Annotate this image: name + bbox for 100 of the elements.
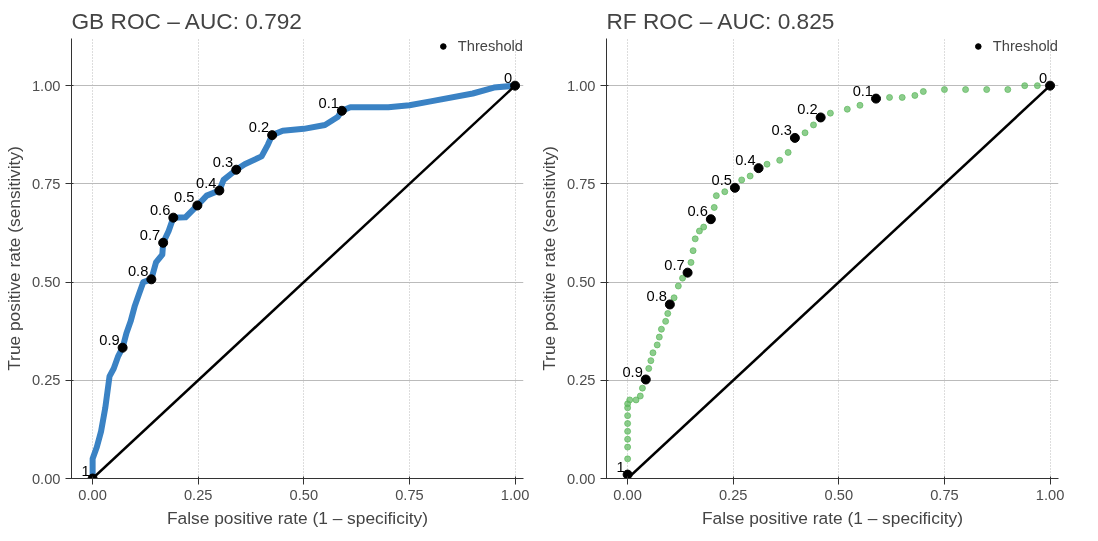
y-tick-label: 0.75 xyxy=(566,175,596,192)
point xyxy=(674,282,682,290)
point xyxy=(738,176,746,184)
x-tick-label: 0.25 xyxy=(718,486,748,503)
point xyxy=(662,317,670,325)
point xyxy=(158,237,169,248)
point xyxy=(510,80,521,91)
point xyxy=(214,185,225,196)
y-tick-label: 0.00 xyxy=(566,470,596,487)
point xyxy=(649,349,657,357)
point xyxy=(691,235,699,243)
x-tick-label: 0.75 xyxy=(395,486,424,503)
point xyxy=(657,325,665,333)
annotation: 0 xyxy=(1038,69,1048,86)
legend-label: Threshold xyxy=(457,38,523,54)
y-axis-title: True positive rate (sensitivity) xyxy=(3,146,24,371)
point xyxy=(687,258,695,266)
point xyxy=(809,121,817,129)
point xyxy=(911,91,919,99)
annotation: 0.5 xyxy=(174,189,195,206)
point xyxy=(645,365,653,372)
point xyxy=(815,112,826,123)
point xyxy=(826,109,834,117)
annotation: 0.8 xyxy=(127,263,149,280)
y-tick-label: 1.00 xyxy=(566,77,596,94)
point xyxy=(192,200,203,211)
point xyxy=(647,357,655,365)
point xyxy=(664,310,672,317)
point xyxy=(871,93,882,104)
point xyxy=(886,93,894,101)
y-tick-label: 0.50 xyxy=(566,274,596,291)
annotation: 0.5 xyxy=(711,171,732,188)
point xyxy=(626,396,634,404)
annotation: 0.1 xyxy=(318,94,339,111)
x-tick-label: 0.50 xyxy=(289,486,319,503)
annotation: 0.7 xyxy=(664,256,685,273)
point xyxy=(117,342,128,353)
annotation: 0.6 xyxy=(687,203,708,220)
point xyxy=(622,469,633,479)
point xyxy=(664,299,675,310)
annotation: 0.9 xyxy=(99,331,120,348)
point xyxy=(267,130,278,141)
point xyxy=(763,160,771,168)
annotation: 0.1 xyxy=(852,82,874,99)
annotation: 0.9 xyxy=(622,363,643,380)
point xyxy=(168,212,179,223)
point xyxy=(624,420,632,427)
point xyxy=(710,203,718,211)
point xyxy=(1021,82,1029,90)
point xyxy=(856,101,864,109)
point xyxy=(940,86,948,94)
point xyxy=(689,247,697,255)
point xyxy=(962,86,970,94)
chart-title: GB ROC – AUC: 0.792 xyxy=(71,7,302,34)
annotation: 0.4 xyxy=(735,152,756,169)
annotation: 0.3 xyxy=(212,153,234,170)
point xyxy=(632,396,640,404)
annotation: 1 xyxy=(616,458,625,475)
point xyxy=(983,86,991,94)
x-axis-title: False positive rate (1 – specificity) xyxy=(167,507,428,528)
point xyxy=(624,427,632,435)
point xyxy=(655,333,663,341)
y-axis-title: True positive rate (sensitivity) xyxy=(538,146,559,371)
point xyxy=(700,223,708,231)
point xyxy=(679,274,687,282)
annotation: 0 xyxy=(503,69,513,86)
x-tick-label: 0.50 xyxy=(824,486,854,503)
annotation: 0.2 xyxy=(797,101,818,118)
y-tick-label: 0.75 xyxy=(31,175,61,192)
point xyxy=(653,341,661,349)
point xyxy=(146,274,157,285)
annotation: 0.7 xyxy=(139,226,161,243)
x-tick-label: 0.00 xyxy=(613,486,642,503)
y-tick-label: 0.25 xyxy=(31,372,61,389)
chart-title: RF ROC – AUC: 0.825 xyxy=(606,7,835,34)
point xyxy=(746,172,754,180)
point xyxy=(1045,80,1056,91)
x-tick-label: 0.75 xyxy=(930,486,959,503)
point xyxy=(624,443,632,451)
point xyxy=(624,412,632,420)
point xyxy=(801,129,809,137)
point xyxy=(898,93,906,101)
x-axis-title: False positive rate (1 – specificity) xyxy=(702,507,963,528)
y-tick-label: 0.25 xyxy=(566,372,596,389)
point xyxy=(682,267,693,278)
point xyxy=(1033,82,1041,90)
x-tick-label: 1.00 xyxy=(500,486,530,503)
point xyxy=(721,188,729,196)
point xyxy=(784,148,792,156)
annotation: 0.8 xyxy=(646,288,667,305)
point xyxy=(753,163,764,174)
y-tick-label: 0.50 xyxy=(31,274,61,291)
annotation: 1 xyxy=(81,462,90,479)
point xyxy=(843,105,851,113)
point xyxy=(624,435,632,443)
annotation: 0.4 xyxy=(195,174,217,191)
legend-label: Threshold xyxy=(992,38,1058,54)
point xyxy=(624,455,632,463)
x-tick-label: 0.25 xyxy=(183,486,213,503)
x-tick-label: 0.00 xyxy=(78,486,107,503)
